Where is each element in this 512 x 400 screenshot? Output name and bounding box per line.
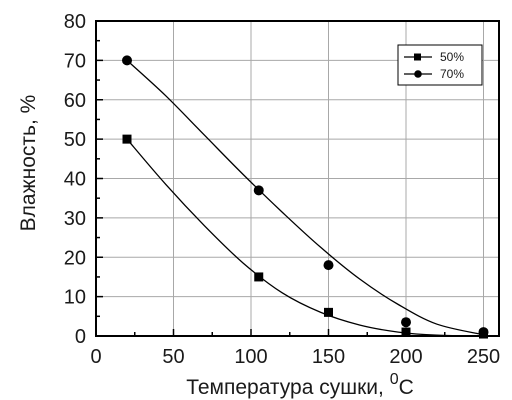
fit-curve-series-50: [126, 138, 484, 337]
x-axis-title: Температура сушки, 0C: [186, 371, 414, 399]
data-point-square: [324, 307, 333, 317]
data-point-circle: [401, 317, 411, 328]
y-tick-label: 70: [64, 50, 86, 72]
legend-label: 50%: [440, 50, 464, 64]
x-tick-label: 50: [162, 346, 184, 368]
data-point-circle: [122, 55, 132, 66]
fit-curve-series-70: [126, 59, 484, 336]
legend-box: [397, 44, 483, 86]
data-point-square: [122, 134, 132, 144]
grid: [96, 21, 499, 336]
y-tick-label: 0: [75, 326, 86, 348]
x-tick-label: 200: [389, 346, 422, 368]
y-tick-label: 60: [64, 90, 86, 112]
legend-label: 70%: [440, 67, 464, 81]
y-axis-title: Влажность, %: [17, 95, 40, 232]
x-tick-label: 150: [312, 346, 345, 368]
legend: 50%70%: [397, 44, 483, 86]
data-point-square: [254, 272, 264, 282]
legend-square-marker: [414, 53, 421, 61]
y-tick-labels: 0 10 20 30 40 50 60 70 80: [64, 11, 86, 348]
axis-ticks: [95, 20, 485, 337]
data-point-circle: [253, 185, 264, 196]
y-tick-label: 10: [64, 287, 86, 309]
x-tick-labels: 0 50 100 150 200 250: [90, 346, 500, 368]
y-tick-label: 40: [64, 169, 86, 191]
y-tick-label: 20: [64, 247, 86, 269]
y-tick-label: 80: [64, 11, 86, 33]
fit-curves: [126, 59, 484, 337]
x-tick-label: 100: [234, 346, 267, 368]
x-tick-label: 0: [90, 346, 101, 368]
y-tick-label: 50: [64, 129, 86, 151]
y-tick-label: 30: [64, 208, 86, 230]
legend-circle-marker: [414, 70, 422, 78]
data-point-circle: [323, 260, 334, 271]
x-tick-label: 250: [467, 346, 500, 368]
